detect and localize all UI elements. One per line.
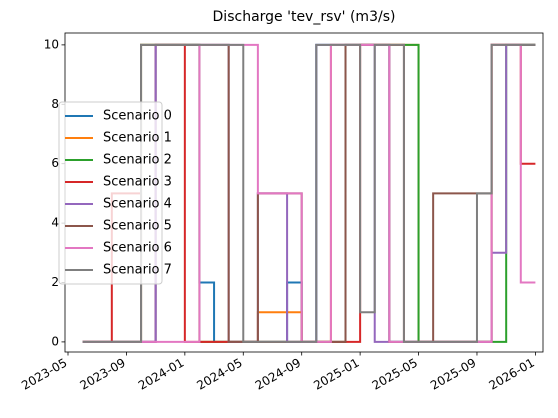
legend-label: Scenario 4 [103,197,172,212]
series-group [82,43,536,343]
legend-label: Scenario 0 [103,109,172,124]
legend-label: Scenario 6 [103,241,172,256]
x-tick-label: 2024-01 [136,355,186,392]
x-tick-label: 2026-01 [486,355,536,392]
y-tick-label: 6 [51,156,59,170]
x-tick-label: 2024-09 [253,355,303,392]
x-tick-label: 2023-05 [19,355,69,392]
legend-label: Scenario 2 [103,153,172,168]
x-tick-label: 2025-05 [370,355,420,392]
y-tick-label: 2 [51,275,59,289]
y-tick-label: 10 [44,37,59,51]
x-tick-label: 2024-05 [194,355,244,392]
legend-label: Scenario 5 [103,219,172,234]
series-line [82,43,536,343]
chart-title: Discharge 'tev_rsv' (m3/s) [213,9,396,25]
y-tick-label: 8 [51,97,59,111]
x-tick-label: 2025-09 [428,355,478,392]
x-tick-label: 2025-01 [311,355,361,392]
legend-label: Scenario 3 [103,175,172,190]
x-tick-label: 2023-09 [78,355,128,392]
legend-box [58,101,163,285]
y-tick-label: 4 [51,216,59,230]
legend-label: Scenario 7 [103,263,172,278]
legend-label: Scenario 1 [103,131,172,146]
y-tick-label: 0 [51,334,59,348]
